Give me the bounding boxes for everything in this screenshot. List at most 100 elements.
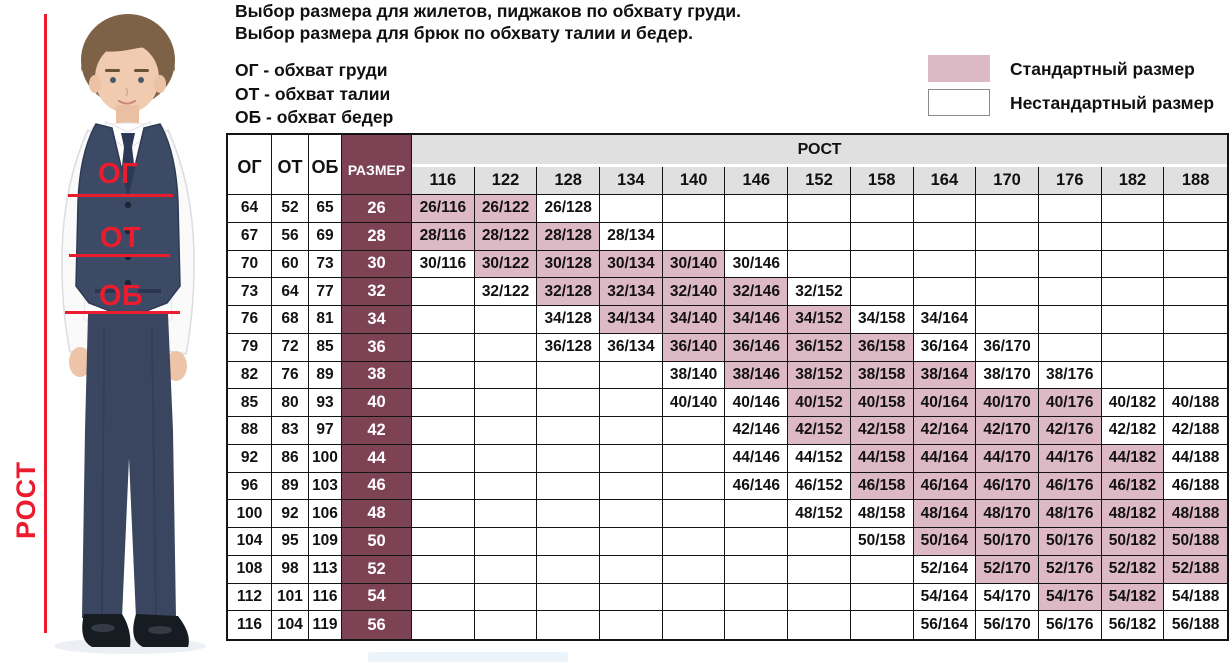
cell-empty-28-176 — [1038, 222, 1102, 251]
chest-measure-line — [68, 194, 173, 197]
header-height-176: 176 — [1038, 167, 1102, 195]
cell-empty-28-152 — [788, 222, 851, 251]
cell-34-140: 34/140 — [662, 306, 726, 334]
cell-empty-48-134 — [600, 500, 663, 528]
cell-empty-44-128 — [537, 444, 601, 473]
cell-empty-28-182 — [1101, 222, 1165, 251]
cell-40-170: 40/170 — [976, 389, 1039, 417]
cell-42-188: 42/188 — [1164, 417, 1227, 445]
cell-empty-34-182 — [1101, 306, 1165, 334]
cell-empty-38-122 — [474, 361, 538, 390]
cell-44-176: 44/176 — [1038, 444, 1102, 473]
cell-34-146: 34/146 — [725, 306, 789, 334]
cell-empty-34-170 — [976, 306, 1039, 334]
waist-cell-34: 68 — [272, 306, 309, 334]
cell-34-164: 34/164 — [913, 306, 977, 334]
header-height-122: 122 — [474, 167, 538, 195]
chest-label: ОГ — [98, 158, 138, 190]
legend-nonstandard-label: Нестандартный размер — [1010, 93, 1215, 113]
chest-cell-36: 79 — [228, 333, 272, 362]
cell-empty-30-164 — [913, 250, 977, 279]
cell-empty-40-134 — [600, 389, 663, 417]
cell-34-152: 34/152 — [788, 306, 851, 334]
header-height-146: 146 — [725, 167, 789, 195]
size-cell-54: 54 — [342, 583, 412, 612]
cell-40-176: 40/176 — [1038, 389, 1102, 417]
cell-empty-36-122 — [474, 333, 538, 362]
cell-54-170: 54/170 — [976, 583, 1039, 612]
size-cell-42: 42 — [342, 417, 412, 445]
cell-empty-28-158 — [850, 222, 914, 251]
cell-28-128: 28/128 — [537, 222, 601, 251]
cell-empty-32-170 — [976, 278, 1039, 306]
cell-empty-30-152 — [788, 250, 851, 279]
cell-46-146: 46/146 — [725, 472, 789, 501]
hips-cell-54: 116 — [309, 583, 342, 612]
waist-cell-48: 92 — [272, 500, 309, 528]
cell-42-152: 42/152 — [788, 417, 851, 445]
cell-44-152: 44/152 — [788, 444, 851, 473]
cell-52-182: 52/182 — [1101, 555, 1165, 584]
cell-empty-52-152 — [788, 555, 851, 584]
cell-38-152: 38/152 — [788, 361, 851, 390]
cell-56-182: 56/182 — [1102, 611, 1165, 639]
cell-26-128: 26/128 — [537, 195, 601, 223]
header-waist: ОТ — [272, 135, 309, 195]
cell-empty-52-134 — [600, 555, 663, 584]
cell-44-164: 44/164 — [913, 444, 977, 473]
cell-40-152: 40/152 — [788, 389, 851, 417]
size-cell-56: 56 — [342, 611, 412, 639]
cell-40-140: 40/140 — [662, 389, 726, 417]
cell-32-140: 32/140 — [662, 278, 726, 306]
cell-empty-32-176 — [1038, 278, 1102, 306]
cell-38-176: 38/176 — [1038, 361, 1102, 390]
cell-empty-54-122 — [474, 583, 538, 612]
cell-46-152: 46/152 — [788, 472, 851, 501]
cell-46-164: 46/164 — [913, 472, 977, 501]
cell-empty-28-188 — [1164, 223, 1227, 251]
cell-40-188: 40/188 — [1164, 389, 1227, 417]
legend-standard-swatch — [928, 55, 990, 82]
cell-36-152: 36/152 — [788, 333, 851, 362]
cell-empty-54-134 — [600, 583, 663, 612]
cell-48-158: 48/158 — [850, 500, 914, 528]
page-title: Выбор размера для жилетов, пиджаков по о… — [235, 1, 741, 44]
cell-30-116: 30/116 — [412, 250, 475, 279]
cell-empty-34-176 — [1038, 306, 1102, 334]
cell-empty-52-116 — [412, 555, 475, 584]
cell-46-188: 46/188 — [1164, 473, 1227, 501]
cell-52-188: 52/188 — [1164, 555, 1227, 584]
waist-cell-26: 52 — [272, 195, 309, 223]
header-height-188: 188 — [1164, 167, 1227, 195]
cell-38-170: 38/170 — [976, 361, 1039, 390]
header-height-128: 128 — [537, 167, 601, 195]
cell-empty-42-116 — [412, 417, 475, 445]
header-height-164: 164 — [913, 167, 977, 195]
chest-cell-44: 92 — [228, 444, 272, 473]
cell-empty-52-128 — [537, 555, 601, 584]
size-table: ОГ ОТ ОБ РАЗМЕР РОСТ 116 122 128 134 140 146 152 158… — [226, 133, 1229, 641]
cell-empty-54-116 — [412, 583, 475, 612]
cell-empty-48-122 — [474, 500, 538, 528]
cell-empty-50-122 — [474, 528, 538, 556]
hips-cell-42: 97 — [309, 417, 342, 445]
cell-empty-50-152 — [788, 528, 851, 556]
abbreviation-list: ОГ - обхват груди ОТ - обхват талии ОБ -… — [235, 59, 393, 130]
header-height-116: 116 — [412, 167, 475, 195]
cell-empty-26-176 — [1038, 195, 1102, 223]
cell-34-134: 34/134 — [600, 306, 663, 334]
hips-cell-44: 100 — [309, 444, 342, 473]
cell-empty-26-134 — [600, 195, 663, 223]
cell-empty-54-152 — [788, 583, 851, 612]
cell-empty-34-188 — [1164, 306, 1227, 334]
cell-empty-40-128 — [537, 389, 601, 417]
page-title-line1: Выбор размера для жилетов, пиджаков по о… — [235, 1, 742, 21]
cell-empty-30-170 — [976, 250, 1039, 279]
cell-empty-54-140 — [662, 583, 726, 612]
cell-empty-26-182 — [1101, 195, 1165, 223]
waist-cell-28: 56 — [272, 222, 309, 251]
cell-38-158: 38/158 — [850, 361, 914, 390]
chest-cell-46: 96 — [228, 472, 272, 501]
cell-empty-26-188 — [1164, 195, 1227, 223]
